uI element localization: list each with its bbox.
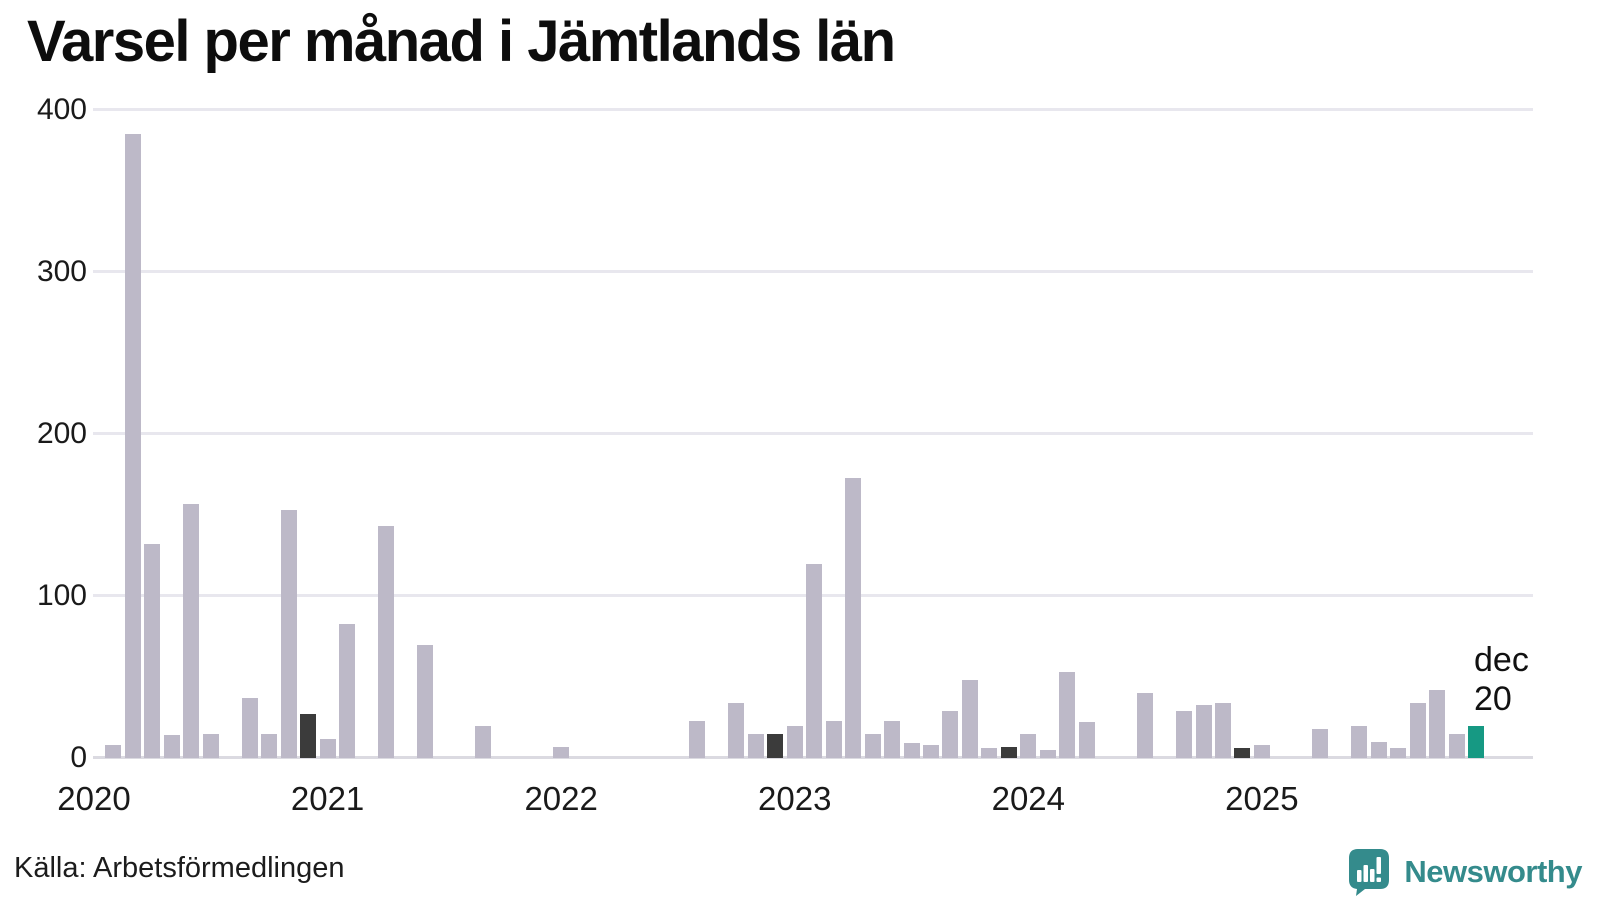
bar-2023-09 bbox=[942, 711, 959, 758]
bar-2025-10 bbox=[1429, 690, 1446, 758]
x-tick-label-2021: 2021 bbox=[290, 780, 365, 817]
bar-2023-01 bbox=[786, 726, 803, 758]
bar-2025-09 bbox=[1409, 703, 1426, 758]
bar-2020-09 bbox=[241, 698, 258, 758]
bar-2024-07 bbox=[1137, 693, 1154, 758]
bar-2023-10 bbox=[961, 680, 978, 758]
y-tick-label-300: 300 bbox=[36, 255, 87, 288]
bar-2024-03 bbox=[1059, 672, 1076, 758]
bar-2021-09 bbox=[475, 726, 492, 758]
bar-2024-09 bbox=[1176, 711, 1193, 758]
current-month-annotation: dec 20 bbox=[1474, 641, 1529, 719]
bar-2022-12 bbox=[767, 734, 784, 758]
bar-2023-03 bbox=[825, 721, 842, 758]
bar-2020-12 bbox=[300, 714, 317, 758]
bar-2020-04 bbox=[144, 544, 161, 758]
chart-title: Varsel per månad i Jämtlands län bbox=[27, 9, 896, 74]
source-caption: Källa: Arbetsförmedlingen bbox=[14, 852, 345, 884]
bar-2023-04 bbox=[845, 478, 862, 758]
bar-2022-11 bbox=[747, 734, 764, 758]
bar-2021-02 bbox=[339, 624, 356, 758]
bar-2020-06 bbox=[183, 504, 200, 758]
bar-2021-06 bbox=[416, 645, 433, 758]
bar-2020-05 bbox=[163, 735, 180, 758]
bar-2021-04 bbox=[377, 526, 394, 758]
x-tick-label-2023: 2023 bbox=[758, 780, 832, 817]
bar-2025-06 bbox=[1351, 726, 1368, 758]
x-tick-label-2024: 2024 bbox=[991, 780, 1066, 817]
bar-2021-01 bbox=[319, 739, 336, 758]
x-tick-label-2025: 2025 bbox=[1225, 780, 1299, 817]
bar-2020-10 bbox=[261, 734, 278, 758]
bar-2020-02 bbox=[105, 745, 122, 758]
bar-2022-01 bbox=[553, 747, 570, 758]
gridline-200 bbox=[93, 432, 1533, 435]
bar-2024-04 bbox=[1078, 722, 1095, 758]
y-tick-label-100: 100 bbox=[36, 579, 87, 612]
bar-2024-10 bbox=[1195, 705, 1212, 758]
bar-2024-11 bbox=[1214, 703, 1231, 758]
annotation-month-label: dec bbox=[1474, 641, 1529, 679]
gridline-400 bbox=[93, 108, 1533, 111]
y-tick-label-200: 200 bbox=[36, 417, 87, 450]
bar-2025-12 bbox=[1468, 726, 1484, 758]
newsworthy-branding: Newsworthy bbox=[1348, 848, 1582, 896]
gridline-300 bbox=[93, 270, 1533, 273]
bar-2025-08 bbox=[1390, 748, 1407, 758]
bar-2024-02 bbox=[1039, 750, 1056, 758]
x-tick-label-2022: 2022 bbox=[524, 780, 598, 817]
bar-2020-11 bbox=[280, 510, 297, 758]
bar-2023-08 bbox=[922, 745, 939, 758]
newsworthy-logo-text: Newsworthy bbox=[1404, 854, 1582, 889]
bar-2023-07 bbox=[903, 743, 920, 758]
bar-2023-02 bbox=[806, 564, 823, 758]
bar-2024-12 bbox=[1234, 748, 1251, 758]
y-tick-label-0: 0 bbox=[70, 741, 87, 774]
x-tick-label-2020: 2020 bbox=[57, 780, 131, 817]
bar-2024-01 bbox=[1020, 734, 1037, 758]
bar-2023-06 bbox=[884, 721, 901, 758]
bar-2022-08 bbox=[689, 721, 706, 758]
bar-2023-12 bbox=[1000, 747, 1017, 758]
bar-2020-03 bbox=[124, 134, 141, 758]
bar-2023-05 bbox=[864, 734, 881, 758]
y-tick-label-400: 400 bbox=[36, 93, 87, 126]
speech-bubble-bar-chart-icon bbox=[1349, 849, 1390, 896]
bar-2022-10 bbox=[728, 703, 745, 758]
bar-2025-07 bbox=[1370, 742, 1387, 758]
bar-2023-11 bbox=[981, 748, 998, 758]
annotation-value-label: 20 bbox=[1474, 680, 1512, 718]
bar-2025-04 bbox=[1312, 729, 1329, 758]
bar-2025-01 bbox=[1253, 745, 1270, 758]
bar-2020-07 bbox=[202, 734, 219, 758]
bar-2025-11 bbox=[1448, 734, 1465, 758]
